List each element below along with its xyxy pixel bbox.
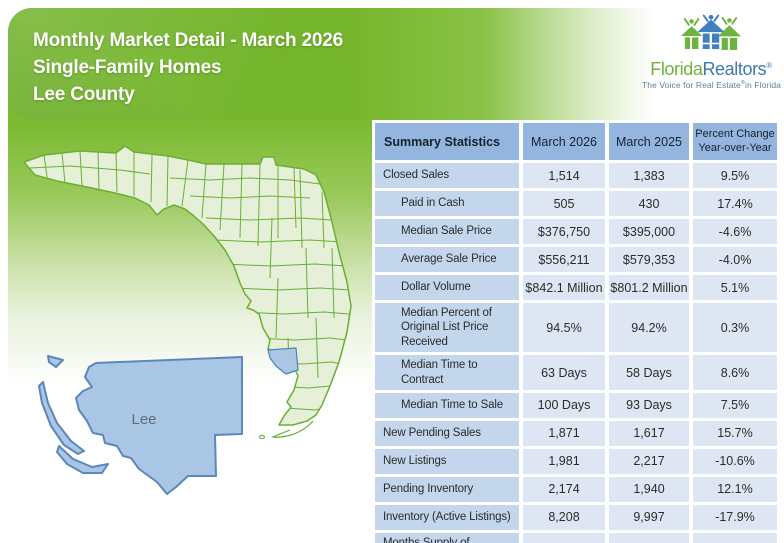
lee-county-inset: Lee — [38, 355, 243, 495]
metric-value-current: 1,871 — [523, 420, 605, 446]
metric-percent-change: 7.5% — [693, 392, 777, 418]
captiva-island-shape — [47, 355, 64, 368]
metric-percent-change: -4.0% — [693, 247, 777, 272]
metric-value-current: 100 Days — [523, 392, 605, 418]
metric-value-prior: $801.2 Million — [609, 275, 689, 300]
metric-percent-change: 15.7% — [693, 420, 777, 446]
metric-value-prior: 58 Days — [609, 355, 689, 390]
metric-label: Closed Sales — [375, 163, 519, 188]
metric-value-current: 1,981 — [523, 448, 605, 474]
summary-statistics-table: Summary Statistics March 2026 March 2025… — [375, 123, 777, 543]
metric-value-current: $556,211 — [523, 247, 605, 272]
metric-percent-change: 8.6% — [693, 355, 777, 390]
brand-wordmark: FloridaRealtors® — [642, 56, 780, 79]
metric-value-current: 8,208 — [523, 504, 605, 530]
metric-label: Median Percent of Original List Price Re… — [375, 303, 519, 353]
metric-label: Inventory (Active Listings) — [375, 504, 519, 530]
metric-value-current: 63 Days — [523, 355, 605, 390]
table-header-percent-change: Percent Change Year-over-Year — [693, 123, 777, 160]
metric-value-current: 505 — [523, 191, 605, 216]
metric-percent-change: -10.6% — [693, 448, 777, 474]
metric-label: Median Time to Sale — [375, 392, 519, 418]
barrier-island-shape — [38, 381, 85, 455]
metric-value-prior: $579,353 — [609, 247, 689, 272]
brand-florida: Florida — [650, 59, 703, 79]
metric-percent-change: -17.9% — [693, 504, 777, 530]
metric-value-prior: 93 Days — [609, 392, 689, 418]
metric-value-prior: 94.2% — [609, 303, 689, 353]
metric-value-prior: 2,217 — [609, 448, 689, 474]
metric-label: Median Sale Price — [375, 219, 519, 244]
metric-label: New Listings — [375, 448, 519, 474]
lee-county-shape — [75, 356, 243, 495]
metric-percent-change: 17.4% — [693, 191, 777, 216]
title-line-2: Single-Family Homes — [33, 57, 222, 78]
metric-value-prior: 9.0 — [609, 532, 689, 543]
metric-percent-change: 12.1% — [693, 476, 777, 502]
metric-value-current: 94.5% — [523, 303, 605, 353]
metric-percent-change: 5.1% — [693, 275, 777, 300]
brand-registered-mark: ® — [766, 61, 772, 70]
metric-value-current: $376,750 — [523, 219, 605, 244]
table-header-summary-statistics: Summary Statistics — [375, 123, 519, 160]
metric-value-prior: $395,000 — [609, 219, 689, 244]
title-line-3: Lee County — [33, 84, 135, 105]
metric-value-prior: 1,940 — [609, 476, 689, 502]
state-outline — [23, 145, 352, 426]
sanibel-island-shape — [56, 445, 109, 474]
metric-label: Months Supply of Inventory — [375, 532, 519, 543]
metric-value-current: 2,174 — [523, 476, 605, 502]
metric-value-prior: 1,617 — [609, 420, 689, 446]
metric-label: Pending Inventory — [375, 476, 519, 502]
florida-state-map — [23, 145, 352, 440]
metric-value-current: 1,514 — [523, 163, 605, 188]
metric-value-current: $842.1 Million — [523, 275, 605, 300]
metric-label: Paid in Cash — [375, 191, 519, 216]
metric-percent-change: -24.4% — [693, 532, 777, 543]
brand-realtors: Realtors — [702, 59, 767, 79]
lee-county-state-highlight — [267, 347, 299, 375]
lee-county-label: Lee — [131, 411, 156, 428]
metric-value-current: 6.8 — [523, 532, 605, 543]
metric-label: Average Sale Price — [375, 247, 519, 272]
metric-value-prior: 430 — [609, 191, 689, 216]
table-header-current-month: March 2026 — [523, 123, 605, 160]
metric-value-prior: 9,997 — [609, 504, 689, 530]
table-header-prior-month: March 2025 — [609, 123, 689, 160]
metric-label: New Pending Sales — [375, 420, 519, 446]
metric-percent-change: -4.6% — [693, 219, 777, 244]
title-line-1: Monthly Market Detail - March 2026 — [33, 30, 343, 51]
metric-label: Dollar Volume — [375, 275, 519, 300]
header-banner — [8, 8, 776, 120]
florida-keys — [259, 420, 314, 440]
brand-tagline: The Voice for Real Estate®in Florida — [642, 80, 782, 90]
metric-label: Median Time to Contract — [375, 355, 519, 390]
houses-icon — [680, 14, 742, 50]
metric-percent-change: 9.5% — [693, 163, 777, 188]
metric-percent-change: 0.3% — [693, 303, 777, 353]
metric-value-prior: 1,383 — [609, 163, 689, 188]
florida-realtors-logo: FloridaRealtors® The Voice for Real Esta… — [642, 14, 782, 90]
report-title: Monthly Market Detail - March 2026 Singl… — [33, 27, 343, 108]
